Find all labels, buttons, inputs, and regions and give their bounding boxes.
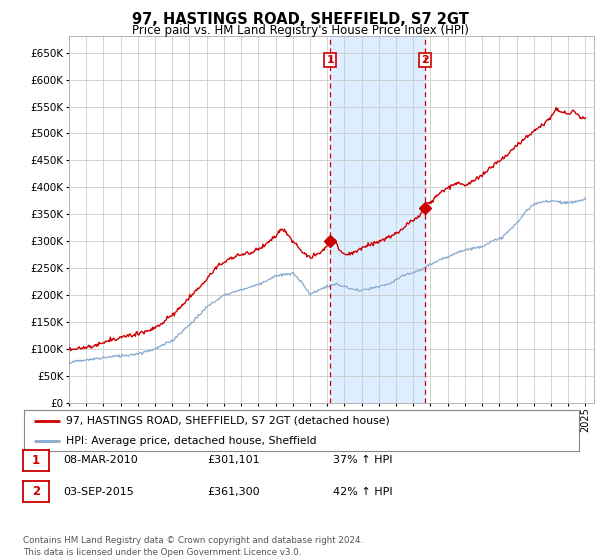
Text: Contains HM Land Registry data © Crown copyright and database right 2024.
This d: Contains HM Land Registry data © Crown c… [23, 536, 363, 557]
Text: 97, HASTINGS ROAD, SHEFFIELD, S7 2GT (detached house): 97, HASTINGS ROAD, SHEFFIELD, S7 2GT (de… [65, 416, 389, 426]
Text: 2: 2 [32, 485, 40, 498]
Text: 97, HASTINGS ROAD, SHEFFIELD, S7 2GT: 97, HASTINGS ROAD, SHEFFIELD, S7 2GT [131, 12, 469, 27]
Text: 03-SEP-2015: 03-SEP-2015 [63, 487, 134, 497]
Text: £301,101: £301,101 [207, 455, 260, 465]
Text: 1: 1 [326, 55, 334, 66]
Text: HPI: Average price, detached house, Sheffield: HPI: Average price, detached house, Shef… [65, 436, 316, 446]
Text: 37% ↑ HPI: 37% ↑ HPI [333, 455, 392, 465]
Text: 42% ↑ HPI: 42% ↑ HPI [333, 487, 392, 497]
Text: 08-MAR-2010: 08-MAR-2010 [63, 455, 138, 465]
Bar [330, 36, 425, 403]
Text: Price paid vs. HM Land Registry's House Price Index (HPI): Price paid vs. HM Land Registry's House … [131, 24, 469, 37]
Text: 2: 2 [421, 55, 428, 66]
Text: £361,300: £361,300 [207, 487, 260, 497]
Text: 1: 1 [32, 454, 40, 467]
